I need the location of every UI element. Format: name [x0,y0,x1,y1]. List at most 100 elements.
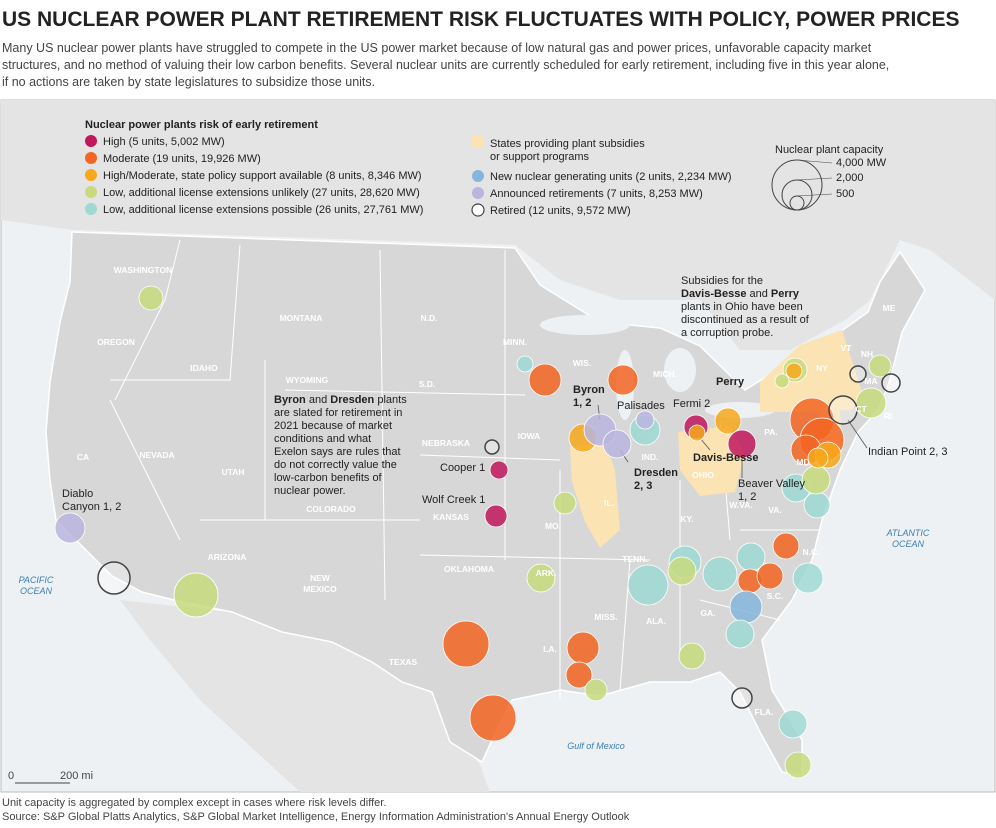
annotation-text: Cooper 1 [440,462,485,474]
plant-marker [526,563,556,593]
annotation-text: Byron [274,394,306,406]
annotation: Exelon says are rules that [274,446,401,458]
state-label: ARK. [536,568,557,578]
annotation: Canyon 1, 2 [62,501,121,513]
annotation: Dresden [634,467,678,479]
ocean-label: OCEAN [20,586,53,596]
legend-label: or support programs [490,151,590,163]
plant-marker [602,429,632,459]
state-label: W.VA. [729,500,752,510]
annotation: nuclear power. [274,485,346,497]
legend-swatch [472,136,483,147]
plant-marker [635,410,655,430]
plant-markers [54,285,901,779]
annotation-text: Subsidies for the [681,275,763,287]
annotation-text: 1, 2 [573,397,591,409]
state-label: S.D. [419,379,436,389]
ocean-label: OCEAN [892,539,925,549]
state-label: WASHINGTON [114,265,172,275]
state-label: CA [77,452,89,462]
lake [540,315,630,335]
annotation-text: Beaver Valley [738,478,806,490]
annotation-text: a corruption probe. [681,327,773,339]
annotation: Davis-Besse [693,452,758,464]
state-label: VT [841,343,853,353]
plant-marker [849,365,867,383]
legend-swatch [85,203,97,215]
state-label: LA. [543,644,557,654]
plant-marker [566,631,600,665]
leader-line [847,419,868,449]
annotation-text: are slated for retirement in [274,407,402,419]
annotation-text: do not correctly value the [274,459,397,471]
plant-marker [584,678,608,702]
plant-marker [792,562,824,594]
capacity-label: 500 [836,188,854,200]
state-label: MISS. [594,612,617,622]
state-label: OREGON [97,337,135,347]
annotation-text: Palisades [617,400,665,412]
state-label: NEBRASKA [422,438,470,448]
state-label: NH [861,349,873,359]
plant-marker [138,285,164,311]
subsidy-state [760,330,862,412]
annotation-text: 2021 because of market [274,420,392,432]
annotation: are slated for retirement in [274,407,402,419]
plant-marker [828,395,858,425]
state-label: ME [883,303,896,313]
annotation-text: Dresden [634,467,678,479]
annotation-text: low-carbon benefits of [274,472,383,484]
plant-marker [678,642,706,670]
legend-label: New nuclear generating units (2 units, 2… [490,171,732,183]
state-label: MA [864,376,877,386]
state-label: TEXAS [389,657,418,667]
mexico [120,600,490,792]
leader-lines [597,404,868,478]
annotation: 2, 3 [634,480,652,492]
annotation: 1, 2 [573,397,591,409]
plant-marker [484,504,508,528]
legend-label: High/Moderate, state policy support avai… [103,170,422,182]
plant-marker [868,354,892,378]
state-label: WYOMING [286,375,329,385]
scale-label: 200 mi [60,770,93,782]
us-land [45,231,926,777]
annotation: low-carbon benefits of [274,472,383,484]
annotation: discontinued as a result of [681,314,810,326]
state-label: MICH. [653,369,677,379]
plant-marker [528,363,562,397]
annotation-text: Wolf Creek 1 [422,494,485,506]
subsidy-state [570,442,620,548]
annotation: Byron and Dresden plants [274,394,407,406]
ocean-label: PACIFIC [19,575,54,585]
annotation-text: Byron [573,384,605,396]
state-label: RI [884,411,893,421]
state-label: IND. [642,452,659,462]
plant-marker [714,407,742,435]
state-label: PA. [764,427,778,437]
legend-label: Low, additional license extensions possi… [103,204,423,216]
subtitle: Many US nuclear power plants have strugg… [2,41,872,55]
annotation-text: and [746,288,770,300]
annotation-text: Davis-Besse [693,452,758,464]
capacity-label: 4,000 MW [836,157,887,169]
leader-line [699,437,711,451]
plant-marker [855,387,887,419]
state-label: N.D. [421,313,438,323]
subtitle: structures, and no method of valuing the… [2,58,889,72]
plant-marker [702,556,738,592]
annotation-text: Canyon 1, 2 [62,501,121,513]
state-label: ARIZONA [208,552,247,562]
state-label: S.C. [767,591,784,601]
legend-label: High (5 units, 5,002 MW) [103,136,225,148]
plant-marker [784,751,812,779]
plant-marker [774,373,790,389]
state-label: WIS. [573,358,591,368]
state-label: N.C. [803,547,820,557]
capacity-title: Nuclear plant capacity [775,144,884,156]
state-label: MONTANA [280,313,323,323]
legend-swatch [472,187,484,199]
state-label: ALA. [646,616,666,626]
state-label: FLA. [755,707,774,717]
plant-marker [442,620,490,668]
